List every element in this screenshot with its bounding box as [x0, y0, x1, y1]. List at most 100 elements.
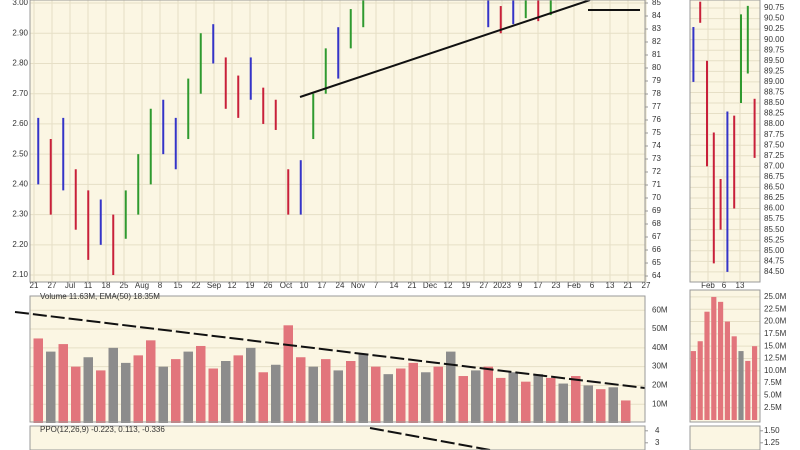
trend-line	[299, 0, 591, 98]
y-tick-label: 86.25	[764, 193, 785, 202]
x-tick-label: 15	[174, 281, 183, 290]
volume-bar	[221, 361, 231, 423]
y-tick-label: 15.0M	[764, 341, 787, 350]
y-tick-label: 85.25	[764, 235, 785, 244]
frame	[689, 425, 761, 450]
y-tick-label: 60M	[652, 305, 668, 314]
y-tick-label: 10M	[652, 399, 668, 408]
volume-bar	[571, 376, 581, 423]
x-tick-label: Feb	[701, 281, 715, 290]
volume-bar	[711, 296, 717, 420]
y-tick-label: 72	[652, 167, 661, 176]
x-tick-label: Sep	[207, 281, 222, 290]
volume-bar	[96, 370, 106, 423]
x-tick-label: Feb	[567, 281, 581, 290]
x-tick-label: 6	[722, 281, 727, 290]
y-tick-label: 12.5M	[764, 354, 787, 363]
y-tick-label: 64	[652, 271, 661, 280]
y-tick-label: 86.75	[764, 172, 785, 181]
frame	[689, 0, 761, 283]
volume-bar	[58, 344, 68, 423]
x-tick-label: 23	[552, 281, 561, 290]
bars	[692, 1, 756, 272]
y-tick-label: 90.50	[764, 14, 785, 23]
y-tick-label: 2.30	[12, 210, 28, 219]
y-tick-label: 87.00	[764, 161, 785, 170]
volume-bar	[233, 355, 243, 423]
volume-bar	[546, 377, 556, 423]
y-tick-label: 74	[652, 141, 661, 150]
bars	[37, 0, 552, 276]
volume-bar	[745, 360, 751, 420]
y-tick-label: 2.60	[12, 119, 28, 128]
frame	[29, 0, 646, 283]
frame	[29, 425, 646, 450]
volume-bar	[508, 372, 518, 423]
x-tick-label: 13	[606, 281, 615, 290]
volume-bar	[121, 362, 131, 423]
y-tick-label: 66	[652, 245, 661, 254]
volume-bar	[408, 362, 418, 423]
y-tick-label: 88.75	[764, 88, 785, 97]
volume-bar	[458, 376, 468, 423]
y-tick-label: 89.00	[764, 77, 785, 86]
x-tick-label: 18	[102, 281, 111, 290]
volume-bar	[471, 370, 481, 423]
volume-bar	[283, 325, 293, 423]
y-tick-label: 85.75	[764, 214, 785, 223]
volume-bar	[46, 351, 56, 423]
volume-bar	[183, 351, 193, 423]
volume-bar	[433, 366, 443, 423]
y-tick-label: 87.25	[764, 151, 785, 160]
y-tick-label: 85.50	[764, 225, 785, 234]
y-tick-label: 87.50	[764, 140, 785, 149]
volume-bar	[321, 359, 331, 423]
x-tick-label: 27	[480, 281, 489, 290]
y-tick-label: 30M	[652, 362, 668, 371]
volume-bar	[171, 359, 181, 423]
y-tick-label: 84.50	[764, 267, 785, 276]
x-tick-label: 12	[228, 281, 237, 290]
volume-bar	[697, 341, 703, 420]
volume-bar	[196, 345, 206, 423]
x-tick-label: 25	[120, 281, 129, 290]
x-tick-label: 26	[264, 281, 273, 290]
volume-bar	[246, 347, 256, 423]
y-tick-label: 2.90	[12, 28, 28, 37]
y-tick-label: 65	[652, 258, 661, 267]
volume-bar	[371, 366, 381, 423]
volume-bar	[158, 366, 168, 423]
x-tick-label: 10	[300, 281, 309, 290]
y-tick-label: 25.0M	[764, 292, 787, 301]
x-tick-label: 27	[642, 281, 651, 290]
volume-bar	[608, 387, 618, 423]
y-tick-label: 86.50	[764, 183, 785, 192]
y-tick-label: 67	[652, 232, 661, 241]
volume-bar	[483, 366, 493, 423]
volume-bar	[496, 377, 506, 423]
volume-bar	[258, 372, 268, 423]
y-tick-label: 82	[652, 37, 661, 46]
x-tick-label: 21	[408, 281, 417, 290]
volume-bar	[71, 366, 81, 423]
volume-bar	[596, 389, 606, 423]
ppo-panel	[30, 426, 645, 450]
x-tick-label: 24	[336, 281, 345, 290]
y-tick-label: 76	[652, 115, 661, 124]
y-tick-label: 80	[652, 63, 661, 72]
x-tick-label: 17	[318, 281, 327, 290]
y-tick-label: 86.00	[764, 204, 785, 213]
volume-bar	[296, 357, 306, 423]
volume-bar	[731, 336, 737, 420]
y-tick-label: 20.0M	[764, 317, 787, 326]
y-tick-label: 69	[652, 206, 661, 215]
x-tick-label: Oct	[280, 281, 293, 290]
y-tick-label: 89.25	[764, 66, 785, 75]
x-tick-label: 22	[192, 281, 201, 290]
x-tick-label: Nov	[351, 281, 365, 290]
ppo-panel-right	[690, 426, 760, 450]
volume-bar	[421, 372, 431, 423]
volume-legend: Volume 11.63M, EMA(50) 18.35M	[40, 292, 160, 301]
y-tick-label: 85	[652, 0, 661, 7]
